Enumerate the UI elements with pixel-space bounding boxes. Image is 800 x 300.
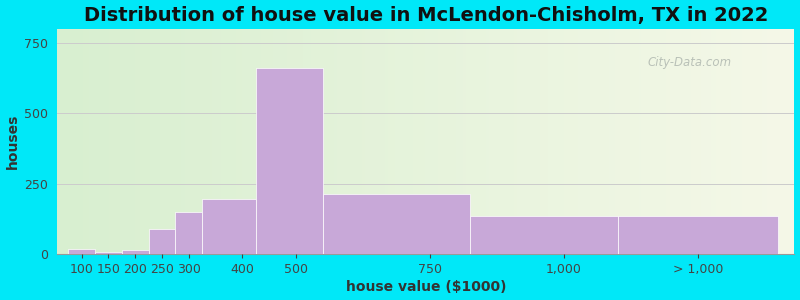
Y-axis label: houses: houses <box>6 114 19 169</box>
Bar <box>202 199 256 254</box>
Bar <box>95 252 122 254</box>
Bar <box>149 229 175 254</box>
Text: City-Data.com: City-Data.com <box>647 56 731 69</box>
Bar <box>618 216 778 254</box>
Bar <box>256 68 322 254</box>
Bar <box>470 216 618 254</box>
Bar <box>322 194 470 254</box>
Bar <box>68 249 95 254</box>
Title: Distribution of house value in McLendon-Chisholm, TX in 2022: Distribution of house value in McLendon-… <box>84 6 768 25</box>
X-axis label: house value ($1000): house value ($1000) <box>346 280 506 294</box>
Bar <box>175 212 202 254</box>
Bar <box>122 250 149 254</box>
